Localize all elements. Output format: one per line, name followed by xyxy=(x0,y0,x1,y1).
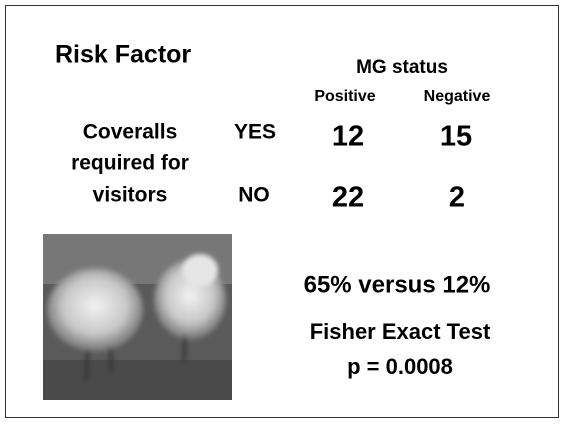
column-group: MG status xyxy=(356,57,448,78)
column-header: Positive xyxy=(314,88,375,105)
cell-value: 12 xyxy=(332,121,364,153)
row-option: NO xyxy=(238,184,270,207)
cell-value: 15 xyxy=(440,121,472,153)
comparison: 65% versus 12% xyxy=(304,271,491,298)
cell-value: 22 xyxy=(332,182,364,214)
chicks-photo xyxy=(43,234,232,400)
test-name: Fisher Exact Test xyxy=(310,319,491,344)
row-label: Coveralls xyxy=(83,121,178,144)
slide: Risk Factor MG status Positive Negative … xyxy=(0,0,564,424)
row-label: visitors xyxy=(93,184,168,207)
cell-value: 2 xyxy=(449,182,465,214)
row-label: required for xyxy=(71,152,189,175)
p-value: p = 0.0008 xyxy=(347,354,453,379)
column-header: Negative xyxy=(424,88,491,105)
row-option: YES xyxy=(234,121,276,144)
title: Risk Factor xyxy=(55,41,191,69)
